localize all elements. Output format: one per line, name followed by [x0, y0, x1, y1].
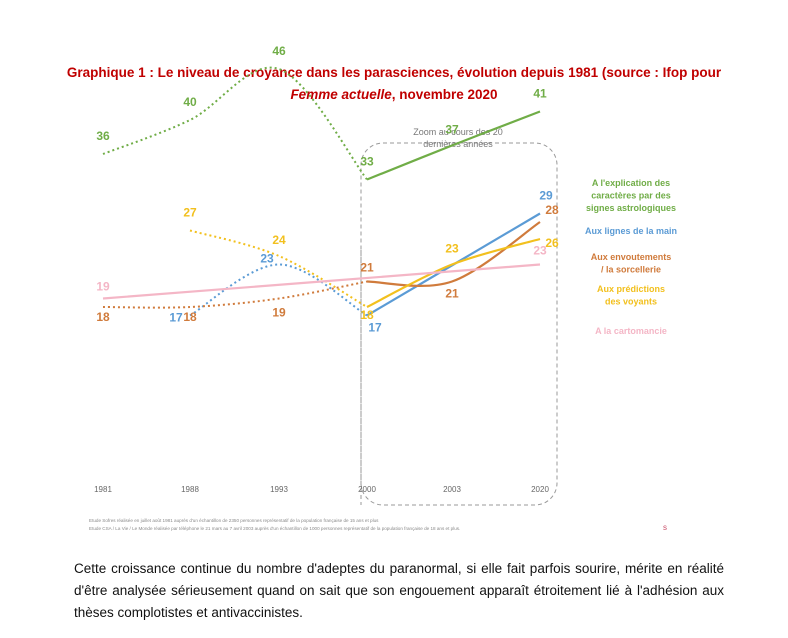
chart-title-italic: Femme actuelle — [290, 87, 392, 102]
source-note-1: Etude Sofres réalisée en juillet août 19… — [89, 518, 379, 523]
value-label-a-l-explication-des-caracteres-par-des-signes-astrologiques-1988: 40 — [183, 95, 197, 109]
legend-layer: A l'explication des caractères par des sig… — [585, 178, 677, 336]
value-label-aux-envoutements-la-sorcellerie-1993: 19 — [272, 306, 286, 320]
chart-title-line1: Graphique 1 : Le niveau de croyance dans… — [66, 65, 722, 80]
value-label-a-l-explication-des-caracteres-par-des-signes-astrologiques-1981: 36 — [96, 129, 110, 143]
value-label-aux-envoutements-la-sorcellerie-2000: 21 — [360, 261, 374, 275]
value-label-a-l-explication-des-caracteres-par-des-signes-astrologiques-2020: 41 — [533, 87, 547, 101]
x-tick-1988: 1988 — [181, 485, 199, 494]
value-label-a-la-cartomancie-2020: 23 — [533, 244, 547, 258]
value-label-a-la-cartomancie-1981: 19 — [96, 280, 110, 294]
source-note-2: Etude CSA / La Vie / Le Monde réalisée p… — [89, 526, 460, 531]
value-label-aux-lignes-de-la-main-2000: 17 — [368, 321, 382, 335]
value-label-aux-lignes-de-la-main-1993: 23 — [260, 252, 274, 266]
series-line-early-aux-lignes-de-la-main — [189, 263, 368, 317]
value-label-aux-envoutements-la-sorcellerie-1988: 18 — [183, 310, 197, 324]
corner-mark: s — [663, 523, 667, 532]
x-tick-2020: 2020 — [531, 485, 549, 494]
x-tick-2000: 2000 — [358, 485, 376, 494]
legend-entry-a-la-cartomancie-line1: A la cartomancie — [595, 326, 667, 336]
value-label-aux-envoutements-la-sorcellerie-2020: 28 — [545, 203, 559, 217]
legend-entry-aux-envoutements-la-sorcellerie-line1: Aux envoutements — [591, 252, 672, 262]
value-label-aux-predictions-des-voyants-2020: 26 — [545, 236, 559, 250]
legend-entry-aux-envoutements-la-sorcellerie-line2: / la sorcellerie — [601, 265, 661, 275]
value-label-a-l-explication-des-caracteres-par-des-signes-astrologiques-2003: 37 — [445, 123, 459, 137]
value-label-aux-predictions-des-voyants-1993: 24 — [272, 233, 286, 247]
series-line-late-a-l-explication-des-caracteres-par-des-signes-astrologiques — [366, 110, 541, 181]
value-label-a-l-explication-des-caracteres-par-des-signes-astrologiques-2000: 33 — [360, 155, 374, 169]
legend-entry-a-l-explication-des-caracteres-par-des-signes-astrologiques-line1: A l'explication des — [592, 178, 670, 188]
value-label-aux-predictions-des-voyants-2000: 18 — [360, 308, 374, 322]
legend-entry-aux-predictions-des-voyants-line2: des voyants — [605, 297, 657, 307]
series-line-late-aux-envoutements-la-sorcellerie — [366, 221, 541, 287]
chart-title-rest: , novembre 2020 — [391, 87, 498, 102]
value-label-aux-lignes-de-la-main-2020: 29 — [539, 189, 553, 203]
series-line-late-aux-predictions-des-voyants — [366, 237, 541, 308]
value-labels-layer: 36 40 46 33 37 41 17 23 17 29 18 18 19 21 21 28 27 24 18 23… — [96, 44, 559, 335]
x-axis-ticks: 1981 1988 1993 2000 2003 2020 — [94, 485, 549, 494]
series-line-early-aux-envoutements-la-sorcellerie — [102, 280, 368, 309]
series-layer — [102, 66, 541, 317]
value-label-aux-predictions-des-voyants-1988: 27 — [183, 206, 197, 220]
zoom-label-line1: Zoom au cours des 20 — [413, 127, 503, 137]
series-line-early-a-l-explication-des-caracteres-par-des-signes-astrologiques — [102, 66, 368, 181]
series-line-a-la-cartomancie — [102, 263, 541, 300]
zoom-region-box — [360, 142, 558, 506]
legend-entry-a-l-explication-des-caracteres-par-des-signes-astrologiques-line3: signes astrologiques — [586, 203, 676, 213]
x-tick-1993: 1993 — [270, 485, 288, 494]
chart-title: Graphique 1 : Le niveau de croyance dans… — [40, 62, 748, 106]
x-tick-1981: 1981 — [94, 485, 112, 494]
body-paragraph: Cette croissance continue du nombre d'ad… — [74, 561, 724, 620]
legend-entry-aux-predictions-des-voyants-line1: Aux prédictions — [597, 284, 665, 294]
croyance-line-chart: Zoom au cours des 20 dernières années 36… — [89, 44, 677, 532]
legend-entry-aux-lignes-de-la-main-line1: Aux lignes de la main — [585, 226, 677, 236]
value-label-aux-predictions-des-voyants-2003: 23 — [445, 242, 459, 256]
value-label-a-l-explication-des-caracteres-par-des-signes-astrologiques-1993: 46 — [272, 44, 286, 58]
legend-entry-a-l-explication-des-caracteres-par-des-signes-astrologiques-line2: caractères par des — [591, 191, 671, 201]
x-tick-2003: 2003 — [443, 485, 461, 494]
value-label-aux-envoutements-la-sorcellerie-2003: 21 — [445, 287, 459, 301]
value-label-aux-envoutements-la-sorcellerie-1981: 18 — [96, 310, 110, 324]
value-label-aux-lignes-de-la-main-1988: 17 — [169, 311, 183, 325]
